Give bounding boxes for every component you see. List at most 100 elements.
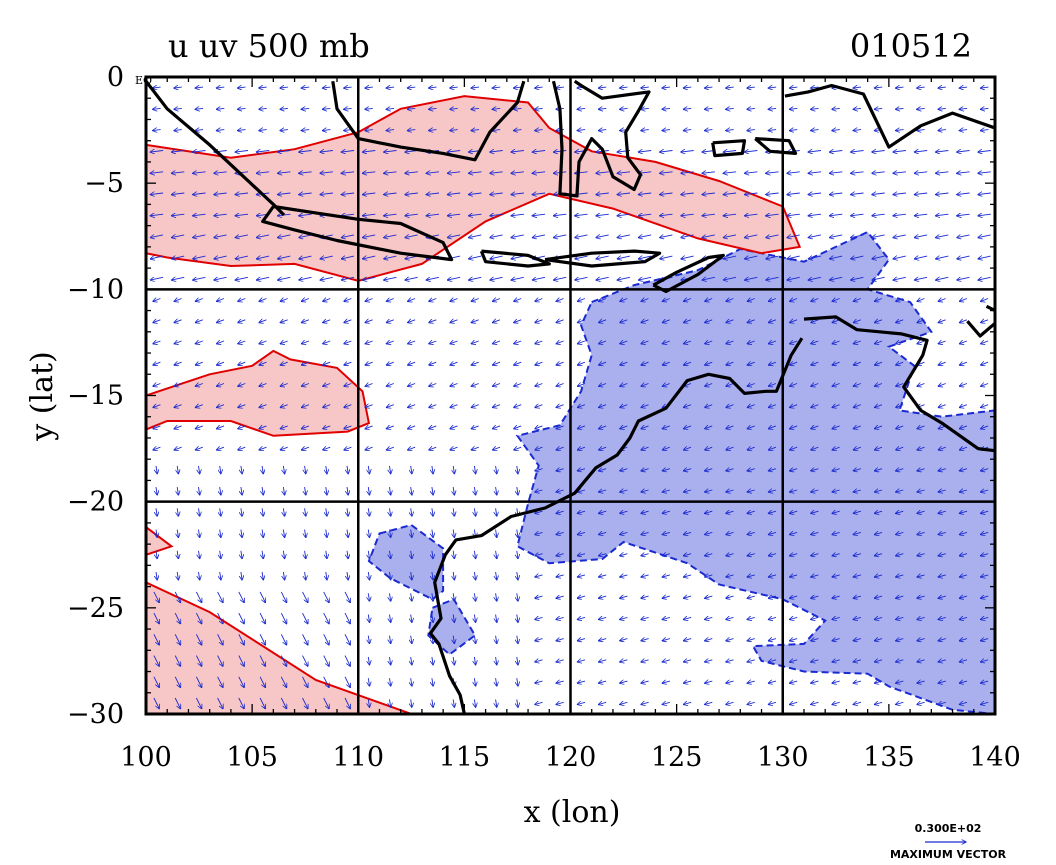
wind-vector bbox=[153, 87, 161, 88]
wind-vector bbox=[474, 699, 475, 707]
wind-vector bbox=[493, 447, 501, 450]
wind-vector bbox=[556, 447, 564, 450]
wind-vector bbox=[386, 362, 394, 365]
wind-vector bbox=[496, 593, 497, 601]
wind-vector bbox=[641, 426, 649, 429]
wind-vector bbox=[259, 426, 267, 429]
wind-vector bbox=[726, 639, 734, 641]
wind-vector bbox=[874, 532, 883, 534]
wind-vector bbox=[959, 108, 968, 109]
coastline bbox=[428, 337, 804, 714]
wind-vector bbox=[853, 639, 862, 641]
wind-vector bbox=[596, 172, 609, 174]
wind-vector bbox=[535, 341, 543, 344]
wind-vector bbox=[532, 277, 546, 280]
wind-vector bbox=[832, 362, 840, 365]
wind-vector bbox=[832, 341, 840, 344]
wind-vector bbox=[596, 193, 609, 195]
coastline bbox=[544, 249, 662, 268]
wind-vector bbox=[556, 660, 564, 662]
wind-vector bbox=[535, 681, 543, 683]
wind-vector bbox=[896, 447, 904, 450]
wind-vector bbox=[641, 320, 649, 323]
wind-vector bbox=[705, 108, 713, 109]
wind-vector bbox=[199, 550, 200, 559]
wind-vector bbox=[981, 405, 989, 408]
wind-vector bbox=[957, 277, 970, 280]
wind-vector bbox=[174, 108, 182, 109]
wind-vector bbox=[278, 172, 291, 174]
wind-vector bbox=[220, 571, 221, 580]
wind-vector bbox=[280, 405, 288, 408]
wind-vector bbox=[193, 214, 206, 216]
wind-vector bbox=[811, 362, 819, 365]
wind-vector bbox=[474, 487, 475, 495]
wind-vector bbox=[278, 277, 291, 280]
wind-vector bbox=[535, 405, 543, 408]
wind-vector bbox=[726, 532, 734, 534]
wind-vector bbox=[153, 676, 159, 688]
wind-vector bbox=[256, 277, 270, 280]
wind-vector bbox=[535, 469, 543, 471]
wind-vector bbox=[174, 87, 182, 88]
wind-vector bbox=[620, 384, 628, 387]
wind-vector bbox=[936, 151, 949, 153]
wind-vector bbox=[790, 554, 798, 556]
wind-vector bbox=[896, 511, 904, 513]
wind-vector bbox=[980, 87, 989, 88]
wind-vector bbox=[280, 591, 286, 603]
wind-vector bbox=[405, 193, 418, 195]
wind-vector bbox=[193, 235, 206, 238]
wind-vector bbox=[490, 172, 503, 174]
wind-vector bbox=[429, 320, 437, 323]
negative-anomaly-regions bbox=[367, 230, 995, 714]
wind-vector bbox=[323, 612, 329, 624]
wind-vector bbox=[326, 571, 327, 580]
wind-vector bbox=[702, 235, 715, 238]
wind-vector bbox=[262, 571, 263, 580]
wind-vector bbox=[917, 575, 925, 577]
wind-vector bbox=[980, 108, 989, 109]
wind-vector bbox=[368, 508, 369, 516]
wind-vector bbox=[305, 529, 306, 538]
wind-vector bbox=[384, 214, 397, 216]
wind-vector bbox=[662, 362, 670, 365]
wind-vector bbox=[959, 362, 968, 365]
wind-vector bbox=[832, 384, 840, 387]
wind-vector bbox=[938, 511, 946, 513]
wind-vector bbox=[875, 384, 883, 387]
wind-vector bbox=[432, 593, 433, 601]
wind-vector bbox=[936, 172, 949, 174]
wind-vector bbox=[853, 108, 862, 109]
wind-vector bbox=[490, 214, 503, 216]
wind-vector bbox=[220, 508, 221, 516]
wind-vector bbox=[959, 405, 968, 408]
wind-vector bbox=[981, 362, 989, 365]
wind-vector bbox=[917, 320, 925, 323]
wind-vector bbox=[683, 87, 692, 88]
wind-vector bbox=[299, 172, 312, 174]
wind-vector bbox=[469, 214, 482, 216]
wind-vector bbox=[235, 235, 248, 238]
wind-vector bbox=[599, 469, 607, 471]
wind-vector bbox=[577, 511, 586, 513]
wind-vector bbox=[596, 235, 609, 238]
wind-vector bbox=[432, 571, 433, 580]
wind-vector bbox=[238, 676, 244, 688]
wind-vector bbox=[174, 634, 180, 645]
wind-vector bbox=[532, 151, 546, 153]
wind-vector bbox=[474, 593, 475, 601]
wind-vector bbox=[599, 596, 607, 598]
wind-vector bbox=[768, 426, 777, 429]
wind-vector bbox=[214, 256, 227, 259]
wind-vector bbox=[957, 214, 970, 216]
wind-vector bbox=[238, 320, 246, 323]
wind-vector bbox=[493, 384, 501, 387]
wind-vector bbox=[390, 614, 391, 623]
wind-vector bbox=[323, 655, 329, 667]
wind-vector bbox=[177, 487, 178, 495]
wind-vector bbox=[938, 130, 946, 131]
wind-vector bbox=[790, 469, 798, 471]
wind-vector bbox=[957, 256, 970, 259]
